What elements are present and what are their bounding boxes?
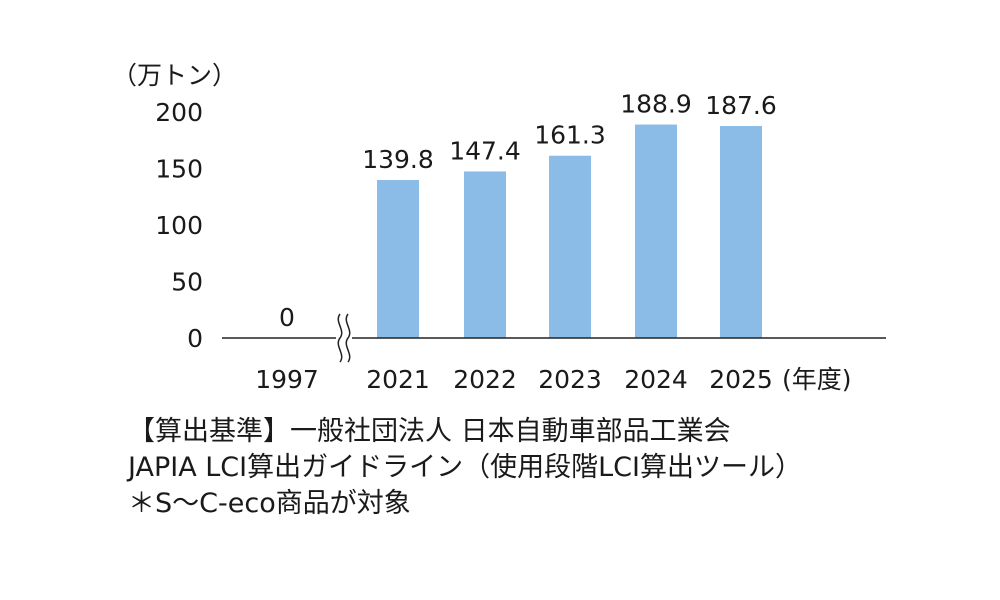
y-tick-label: 200 xyxy=(155,98,203,127)
bar-chart: （万トン） 0 50 100 150 200 0 139.8 147.4 161.3 188.9… xyxy=(112,61,886,394)
value-labels: 0 139.8 147.4 161.3 188.9 187.6 xyxy=(279,90,777,332)
x-axis-labels: 1997 2021 2022 2023 2024 2025 xyxy=(255,365,773,394)
y-tick-label: 50 xyxy=(171,268,203,297)
x-tick-label: 2025 xyxy=(709,365,773,394)
x-tick-label: 2024 xyxy=(624,365,688,394)
value-label-2023: 161.3 xyxy=(534,121,606,150)
y-axis-ticks: 0 50 100 150 200 xyxy=(155,98,203,353)
y-tick-label: 100 xyxy=(155,211,203,240)
note-line-2: JAPIA LCI算出ガイドライン（使用段階LCI算出ツール） xyxy=(128,452,802,483)
axis-break-mark xyxy=(337,313,351,363)
bar-2023 xyxy=(549,155,591,338)
bar-2024 xyxy=(635,124,677,338)
x-tick-label: 2022 xyxy=(453,365,517,394)
x-tick-label: 2023 xyxy=(538,365,602,394)
x-tick-label: 2021 xyxy=(366,365,430,394)
y-tick-label: 150 xyxy=(155,155,203,184)
x-tick-label: 1997 xyxy=(255,365,319,394)
y-tick-label: 0 xyxy=(187,324,203,353)
value-label-2021: 139.8 xyxy=(362,145,434,174)
note-line-3: ＊S～C-eco商品が対象 xyxy=(128,488,411,519)
bar-2025 xyxy=(720,126,762,339)
value-label-1997: 0 xyxy=(279,303,295,332)
value-label-2025: 187.6 xyxy=(705,91,777,120)
notes: 【算出基準】一般社団法人 日本自動車部品工業会 JAPIA LCI算出ガイドライ… xyxy=(128,414,802,522)
value-label-2024: 188.9 xyxy=(620,90,692,119)
y-axis-unit-label: （万トン） xyxy=(112,61,237,90)
bar-2021 xyxy=(377,180,419,338)
value-label-2022: 147.4 xyxy=(449,136,521,165)
bar-2022 xyxy=(464,171,506,338)
bars xyxy=(377,124,762,339)
note-line-1: 【算出基準】一般社団法人 日本自動車部品工業会 xyxy=(128,416,731,447)
x-axis-unit-label: (年度) xyxy=(782,365,852,394)
